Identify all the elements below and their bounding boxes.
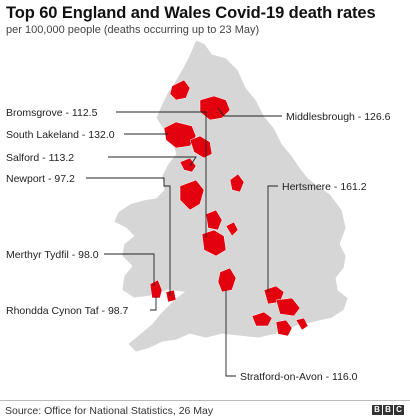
label-rhondda-cynon-taf: Rhondda Cynon Taf - 98.7	[6, 305, 129, 317]
area-rhondda-newport	[166, 290, 176, 302]
label-hertsmere: Hertsmere - 161.2	[282, 181, 367, 193]
label-middlesbrough: Middlesbrough - 126.6	[286, 111, 391, 123]
label-stratford-on-avon: Stratford-on-Avon - 116.0	[240, 371, 358, 383]
bbc-logo-block: B	[383, 405, 393, 415]
source-note: Source: Office for National Statistics, …	[5, 405, 213, 417]
label-south-lakeland: South Lakeland - 132.0	[6, 129, 115, 141]
bbc-logo-block: C	[394, 405, 404, 415]
england-wales-landmass	[114, 40, 348, 352]
label-newport: Newport - 97.2	[6, 173, 75, 185]
label-merthyr-tydfil: Merthyr Tydfil - 98.0	[6, 249, 99, 261]
label-salford: Salford - 113.2	[6, 152, 74, 164]
label-bromsgrove: Bromsgrove - 112.5	[6, 107, 98, 119]
bbc-logo: B B C	[372, 405, 404, 415]
bbc-logo-block: B	[372, 405, 382, 415]
england-wales-map: Bromsgrove - 112.5 Middlesbrough - 126.6…	[0, 0, 410, 400]
footer-divider	[0, 400, 410, 401]
